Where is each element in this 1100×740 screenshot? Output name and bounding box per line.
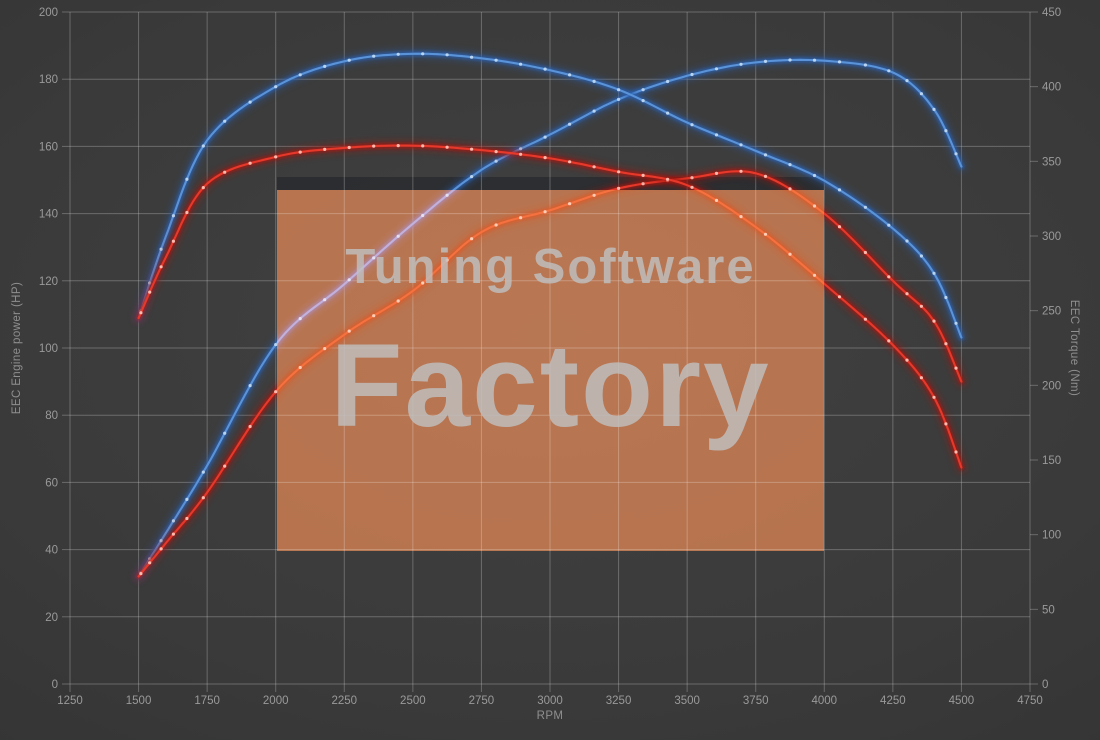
svg-text:4000: 4000 (811, 695, 837, 707)
svg-text:4250: 4250 (880, 695, 906, 707)
svg-text:3500: 3500 (674, 695, 700, 707)
svg-text:80: 80 (45, 410, 58, 422)
svg-text:2250: 2250 (331, 695, 357, 707)
axis-tick-labels: 1250 1500 1750 2000 2250 2500 2750 3000 3250 3500… (39, 7, 1061, 707)
y-axis-title-right: EEC Torque (Nm) (1068, 299, 1080, 397)
svg-text:2500: 2500 (400, 695, 426, 707)
svg-text:1750: 1750 (194, 695, 220, 707)
series-engine-torque-original (133, 140, 967, 473)
svg-text:350: 350 (1042, 156, 1061, 168)
y-axis-title-left: EEC Engine power (HP) (11, 281, 23, 415)
svg-text:20: 20 (45, 612, 58, 624)
svg-text:100: 100 (1042, 530, 1061, 542)
svg-text:0: 0 (1042, 679, 1048, 691)
svg-text:2750: 2750 (469, 695, 495, 707)
svg-text:4750: 4750 (1017, 695, 1043, 707)
watermark-overlay-box (277, 190, 824, 551)
svg-text:120: 120 (39, 276, 58, 288)
svg-text:3250: 3250 (606, 695, 632, 707)
watermark-line2: Factory (330, 320, 771, 452)
axis-ticks (62, 11, 1038, 692)
svg-text:140: 140 (39, 209, 58, 221)
x-axis-title: RPM (536, 710, 564, 722)
svg-text:3000: 3000 (537, 695, 563, 707)
svg-text:160: 160 (39, 141, 58, 153)
watermark-line1: Tuning Software (345, 240, 756, 294)
svg-text:40: 40 (45, 545, 58, 557)
series-engine-power-tuned (133, 54, 967, 582)
svg-text:2000: 2000 (263, 695, 289, 707)
svg-text:200: 200 (1042, 380, 1061, 392)
svg-text:4500: 4500 (949, 695, 975, 707)
svg-text:1250: 1250 (57, 695, 83, 707)
svg-text:400: 400 (1042, 82, 1061, 94)
data-series (133, 48, 967, 582)
series-engine-torque-tuned (133, 48, 967, 343)
svg-text:1500: 1500 (126, 695, 152, 707)
svg-text:100: 100 (39, 343, 58, 355)
svg-text:300: 300 (1042, 231, 1061, 243)
svg-text:200: 200 (39, 7, 58, 19)
svg-text:0: 0 (52, 679, 58, 691)
svg-text:50: 50 (1042, 604, 1055, 616)
svg-text:60: 60 (45, 477, 58, 489)
svg-text:450: 450 (1042, 7, 1061, 19)
svg-text:180: 180 (39, 74, 58, 86)
svg-text:250: 250 (1042, 306, 1061, 318)
svg-text:150: 150 (1042, 455, 1061, 467)
svg-text:3750: 3750 (743, 695, 769, 707)
